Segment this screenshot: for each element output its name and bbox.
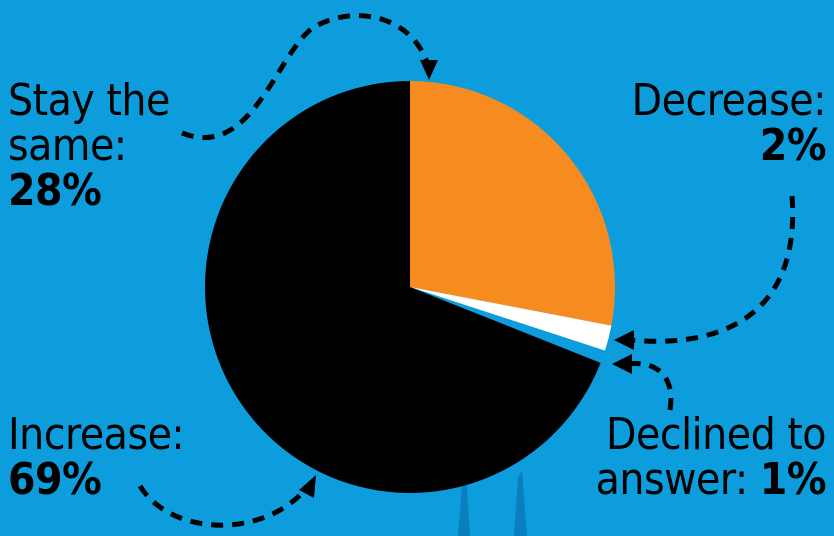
- label-declined-to-answer: Declined to answer: 1%: [595, 409, 827, 505]
- arrowheads: [299, 60, 634, 498]
- pie-slices: [204, 81, 616, 493]
- arrows: [137, 13, 796, 528]
- arrowhead-decrease: [614, 330, 634, 350]
- label-declined-percent: 1%: [759, 454, 827, 505]
- label-stay-the-same: Stay the same: 28%: [8, 78, 170, 213]
- arrow-increase: [137, 484, 307, 528]
- label-declined-line2: answer:: [595, 454, 749, 505]
- pie-slice-increase: [204, 81, 601, 493]
- label-stay-line1: Stay the: [8, 75, 170, 126]
- label-increase-percent: 69%: [8, 454, 102, 505]
- label-declined-line2-wrap: answer: 1%: [595, 454, 827, 505]
- arrow-decrease: [629, 195, 796, 344]
- pie-slice-decrease: [410, 287, 612, 351]
- label-stay-line2: same:: [8, 120, 127, 171]
- arrowhead-stay: [420, 60, 438, 80]
- arrow-declined: [627, 361, 674, 411]
- label-decrease-percent: 2%: [759, 120, 827, 171]
- arrowhead-declined: [612, 354, 632, 374]
- label-decrease-line1: Decrease:: [631, 75, 827, 126]
- pie-slice-stay-the-same: [410, 81, 616, 326]
- label-stay-percent: 28%: [8, 165, 102, 216]
- label-decrease: Decrease: 2%: [631, 75, 827, 171]
- arrow-stay: [181, 13, 431, 140]
- label-declined-line1: Declined to: [606, 409, 827, 460]
- pie-slice-declined-to-answer: [410, 287, 605, 363]
- label-increase: Increase: 69%: [8, 409, 185, 505]
- arrowhead-increase: [299, 475, 316, 498]
- label-increase-line1: Increase:: [8, 409, 185, 460]
